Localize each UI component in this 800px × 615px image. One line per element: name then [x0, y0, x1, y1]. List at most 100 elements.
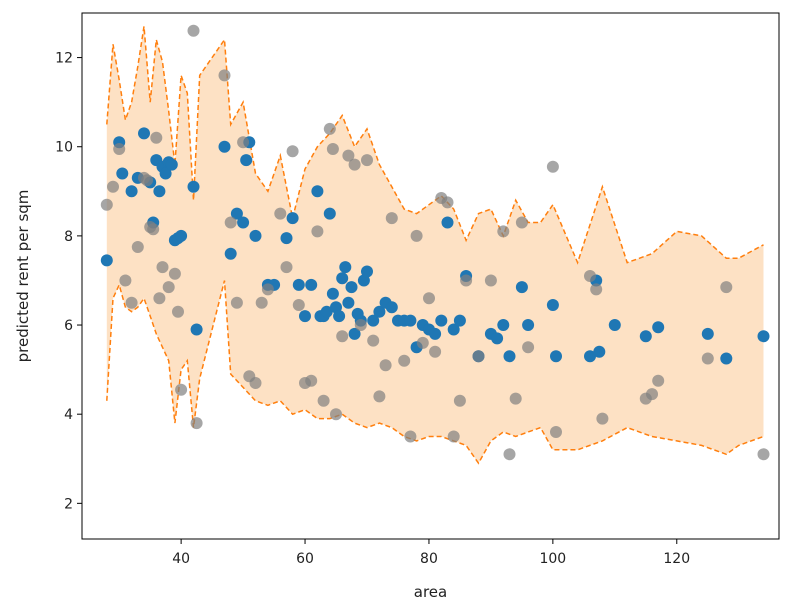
data-points	[100, 24, 770, 461]
observed-point	[361, 154, 373, 167]
observed-point	[522, 341, 535, 354]
predicted-point	[491, 332, 504, 345]
observed-point	[546, 160, 559, 173]
observed-point	[484, 274, 497, 287]
observed-point	[701, 352, 714, 365]
predicted-point	[497, 319, 510, 331]
observed-point	[230, 296, 243, 309]
observed-point	[410, 229, 423, 242]
observed-point	[497, 225, 510, 238]
y-axis: 2 4 6 8 10 12	[55, 51, 82, 512]
observed-point	[441, 196, 454, 209]
observed-point	[261, 283, 274, 296]
predicted-point	[373, 305, 386, 318]
predicted-point	[323, 207, 336, 220]
observed-point	[218, 69, 231, 82]
observed-point	[317, 394, 330, 407]
x-tick-label: 40	[172, 551, 190, 567]
observed-point	[113, 143, 126, 155]
predicted-point	[361, 265, 373, 278]
predicted-point	[447, 323, 460, 336]
observed-point	[757, 448, 770, 461]
predicted-point	[218, 140, 231, 153]
observed-point	[652, 374, 665, 387]
observed-point	[423, 292, 435, 305]
observed-point	[590, 283, 603, 296]
observed-point	[453, 394, 466, 407]
predicted-point	[224, 247, 237, 260]
predicted-point	[336, 272, 349, 285]
observed-point	[720, 281, 733, 294]
observed-point	[342, 149, 355, 162]
y-tick-label: 10	[55, 140, 73, 156]
predicted-point	[584, 350, 596, 363]
band-upper-line	[106, 26, 764, 265]
observed-point	[107, 180, 119, 193]
predicted-point	[311, 185, 324, 198]
predicted-point	[320, 305, 333, 318]
predicted-point	[441, 216, 454, 229]
predicted-point	[357, 274, 370, 287]
observed-point	[305, 374, 318, 387]
observed-point	[323, 122, 336, 135]
observed-point	[119, 274, 132, 287]
observed-point	[125, 296, 138, 309]
plot-frame	[81, 12, 780, 540]
predicted-point	[453, 314, 466, 327]
predicted-point	[100, 254, 113, 267]
observed-point	[131, 241, 144, 253]
observed-point	[460, 274, 473, 287]
y-tick-label: 4	[64, 407, 73, 423]
predicted-point	[522, 319, 535, 331]
observed-point	[150, 131, 163, 144]
predicted-point	[435, 314, 448, 327]
x-tick-label: 100	[539, 551, 566, 567]
observed-point	[596, 412, 609, 425]
predicted-point	[249, 229, 262, 242]
predicted-point	[345, 281, 358, 294]
predicted-point	[305, 278, 318, 291]
y-tick-label: 2	[64, 496, 73, 512]
observed-point	[336, 330, 349, 343]
predicted-point	[701, 327, 714, 340]
observed-point	[153, 292, 166, 305]
observed-point	[416, 336, 429, 349]
observed-point	[255, 296, 268, 309]
observed-point	[503, 448, 516, 461]
predicted-point	[503, 350, 516, 363]
observed-point	[141, 174, 154, 187]
observed-point	[286, 145, 299, 158]
observed-point	[447, 430, 460, 443]
observed-point	[398, 354, 411, 367]
observed-point	[187, 24, 200, 37]
observed-point	[274, 207, 287, 220]
predicted-point	[125, 185, 138, 198]
predicted-point	[348, 327, 361, 340]
observed-point	[509, 392, 522, 405]
observed-point	[280, 261, 293, 274]
predicted-point	[116, 167, 129, 180]
predicted-point	[546, 299, 559, 311]
observed-point	[224, 216, 237, 229]
observed-point	[404, 430, 417, 443]
predicted-point	[342, 296, 355, 309]
y-tick-label: 8	[64, 229, 73, 245]
predicted-point	[385, 301, 398, 314]
predicted-point	[367, 314, 380, 327]
predicted-point	[550, 350, 562, 363]
observed-point	[429, 345, 442, 358]
predicted-point	[280, 232, 293, 245]
band-fill	[106, 26, 764, 464]
predicted-point	[230, 207, 243, 220]
x-axis-label: area	[414, 583, 447, 601]
observed-point	[162, 281, 175, 294]
observed-point	[100, 198, 113, 211]
x-tick-label: 60	[296, 551, 314, 567]
observed-point	[168, 267, 181, 280]
x-tick-label: 120	[663, 551, 690, 567]
predicted-point	[190, 323, 203, 336]
predicted-point	[757, 330, 770, 343]
predicted-point	[652, 321, 665, 334]
predicted-point	[240, 154, 253, 167]
observed-point	[354, 319, 367, 331]
